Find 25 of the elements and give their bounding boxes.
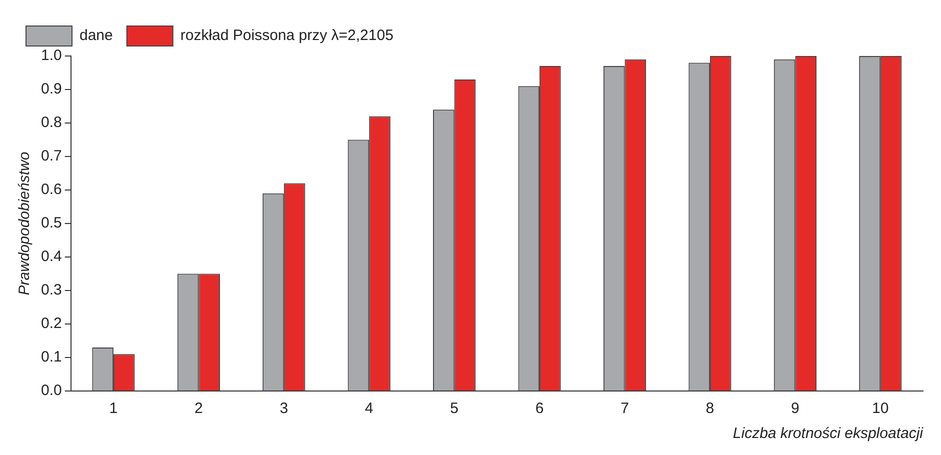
y-tick-label: 0.6 (40, 181, 62, 198)
y-tick-label: 0.9 (40, 80, 62, 98)
x-tick-label: 10 (872, 400, 889, 418)
y-tick-label: 0.3 (40, 282, 62, 299)
x-tick-label: 6 (535, 400, 544, 418)
y-tick-label: 0.1 (40, 348, 62, 366)
y-tick-label: 0.7 (40, 148, 62, 165)
y-axis-title: Prawdopodobieństwo (16, 152, 34, 296)
x-tick-label: 1 (109, 400, 118, 418)
x-tick-label: 9 (791, 400, 800, 418)
y-tick-label: 1.0 (40, 47, 62, 64)
y-tick-label: 0.4 (40, 248, 62, 266)
y-tick-label: 0.5 (40, 214, 62, 232)
x-tick-label: 8 (706, 400, 714, 418)
x-tick-label: 3 (280, 400, 288, 418)
x-tick-label: 2 (194, 400, 203, 418)
x-axis-title: Liczba krotności eksploatacji (732, 425, 924, 442)
legend-label: dane (80, 27, 113, 44)
legend-label: rozkład Poissona przy λ=2,2105 (180, 27, 394, 44)
x-tick-label: 4 (364, 400, 374, 418)
y-tick-label: 0.2 (40, 315, 62, 332)
x-tick-label: 7 (620, 400, 629, 418)
x-tick-label: 5 (450, 400, 458, 418)
y-tick-label: 0.8 (40, 114, 62, 132)
y-tick-label: 0.0 (40, 382, 62, 400)
